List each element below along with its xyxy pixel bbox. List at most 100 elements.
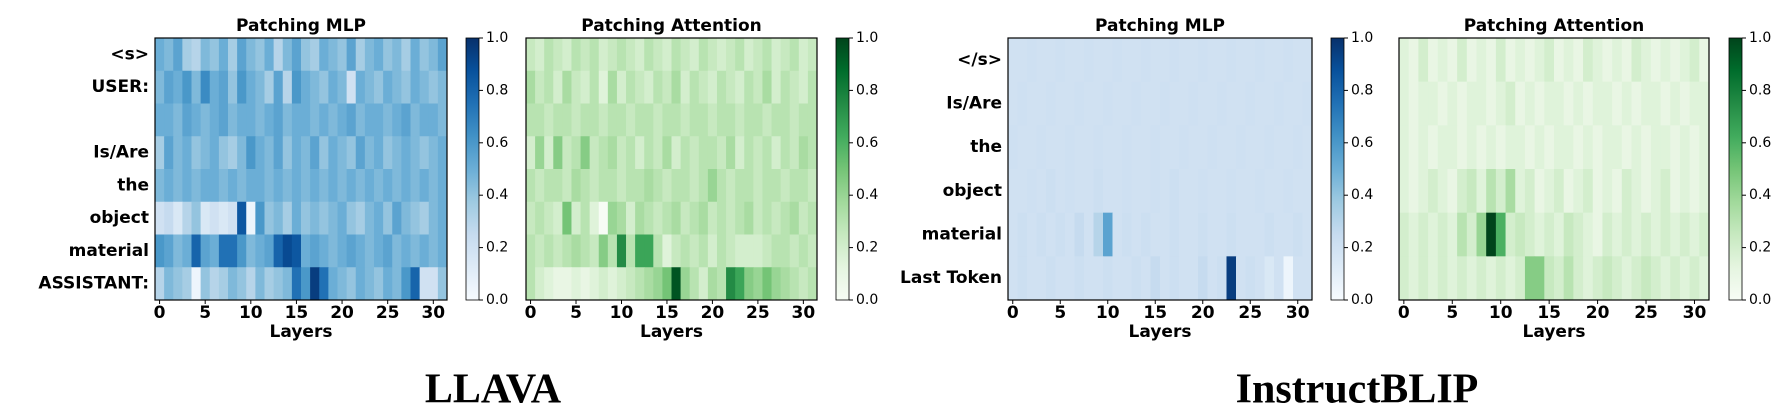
heatmap-cell — [571, 70, 582, 104]
heatmap-cell — [1563, 81, 1574, 126]
heatmap-cell — [1008, 38, 1018, 83]
heatmap-cell — [780, 169, 791, 203]
heatmap-cell — [1283, 256, 1294, 301]
heatmap-cell — [553, 267, 563, 301]
heatmap-cell — [310, 267, 320, 301]
x-tick-label: 10 — [1489, 303, 1513, 323]
heatmap-cell — [1612, 212, 1623, 257]
heatmap-cell — [1046, 256, 1056, 301]
heatmap-cell — [1017, 169, 1028, 214]
heatmap-cell — [355, 103, 366, 137]
heatmap-cell — [598, 70, 609, 104]
heatmap-cell — [1122, 169, 1132, 214]
heatmap-cell — [571, 267, 582, 301]
heatmap-cell — [1554, 125, 1565, 170]
heatmap-cell — [535, 136, 545, 170]
heatmap-cell — [1283, 212, 1294, 257]
heatmap-cell — [437, 267, 448, 301]
heatmap-cell — [1188, 256, 1199, 301]
heatmap-cell — [364, 70, 375, 104]
heatmap-cell — [589, 201, 600, 235]
heatmap-cell — [626, 169, 636, 203]
heatmap-cell — [1283, 125, 1294, 170]
heatmap-cell — [410, 267, 421, 301]
heatmap-cell — [562, 169, 572, 203]
heatmap-cell — [1399, 256, 1410, 301]
heatmap-cell — [644, 38, 654, 72]
heatmap-cell — [200, 70, 211, 104]
heatmap-cell — [735, 38, 745, 72]
heatmap-cell — [1160, 256, 1170, 301]
heatmap-cell — [1418, 169, 1429, 214]
heatmap-cell — [798, 70, 809, 104]
heatmap-cell — [1008, 169, 1018, 214]
plot-frame — [525, 37, 818, 301]
heatmap-cell — [209, 70, 220, 104]
heatmap-cell — [1466, 212, 1477, 257]
heatmap-cell — [1689, 125, 1700, 170]
colorbar-tick-label: 0.0 — [1749, 292, 1771, 308]
heatmap-cell — [264, 201, 275, 235]
heatmap-cell — [626, 234, 636, 268]
heatmap-cell — [616, 169, 627, 203]
heatmap-cell — [753, 70, 763, 104]
heatmap-cell — [1150, 125, 1161, 170]
heatmap-cell — [589, 267, 600, 301]
heatmap-cell — [228, 103, 238, 137]
heatmap-cell — [762, 136, 773, 170]
heatmap-cell — [598, 38, 609, 72]
x-tick-label: 0 — [1007, 303, 1019, 323]
heatmap-cell — [173, 38, 183, 72]
heatmap-cell — [419, 103, 430, 137]
heatmap-cell — [1245, 38, 1256, 83]
heatmap-cell — [255, 38, 265, 72]
heatmap-cell — [282, 103, 293, 137]
heatmap-cell — [544, 136, 554, 170]
heatmap-cell — [1274, 125, 1284, 170]
heatmap-cell — [1408, 38, 1419, 83]
heatmap-cell — [562, 136, 572, 170]
heatmap-cell — [571, 136, 582, 170]
heatmap-cell — [1283, 169, 1294, 214]
heatmap-cell — [1103, 212, 1113, 257]
heatmap-cell — [246, 169, 256, 203]
heatmap-cell — [1602, 81, 1613, 126]
heatmap-cell — [1150, 81, 1161, 126]
heatmap-cell — [635, 169, 645, 203]
heatmap-cell — [1008, 81, 1018, 126]
heatmap-cell — [1650, 169, 1662, 214]
heatmap-cell — [392, 169, 402, 203]
heatmap-cell — [680, 103, 691, 137]
heatmap-cell — [255, 103, 265, 137]
heatmap-cell — [1179, 125, 1189, 170]
heatmap-cell — [1699, 125, 1710, 170]
heatmap-cell — [735, 201, 745, 235]
heatmap-cell — [237, 169, 247, 203]
heatmap-cell — [1689, 169, 1700, 214]
heatmap-cell — [291, 38, 302, 72]
heatmap-cell — [1631, 256, 1642, 301]
heatmap-cell — [1074, 125, 1085, 170]
heatmap-cell — [346, 103, 357, 137]
heatmap-cell — [762, 70, 773, 104]
x-tick-label: 0 — [525, 303, 537, 323]
heatmap-cell — [635, 103, 645, 137]
heatmap-cell — [1264, 169, 1275, 214]
heatmap-cell — [544, 234, 554, 268]
heatmap-cell — [744, 103, 754, 137]
heatmap-cell — [1141, 256, 1151, 301]
heatmap-cell — [1103, 169, 1113, 214]
heatmap-cell — [735, 267, 745, 301]
heatmap-cell — [1437, 212, 1448, 257]
heatmap-cell — [571, 234, 582, 268]
heatmap-cell — [553, 136, 563, 170]
colorbar-tick-label: 0.2 — [1351, 240, 1373, 256]
heatmap-cell — [1399, 212, 1410, 257]
heatmap-cell — [1437, 169, 1448, 214]
heatmap-cell — [1592, 125, 1603, 170]
heatmap-cell — [1236, 256, 1246, 301]
heatmap-cell — [607, 70, 618, 104]
heatmap-cell — [200, 201, 211, 235]
heatmap-cell — [1017, 38, 1028, 83]
heatmap-cell — [1699, 212, 1710, 257]
